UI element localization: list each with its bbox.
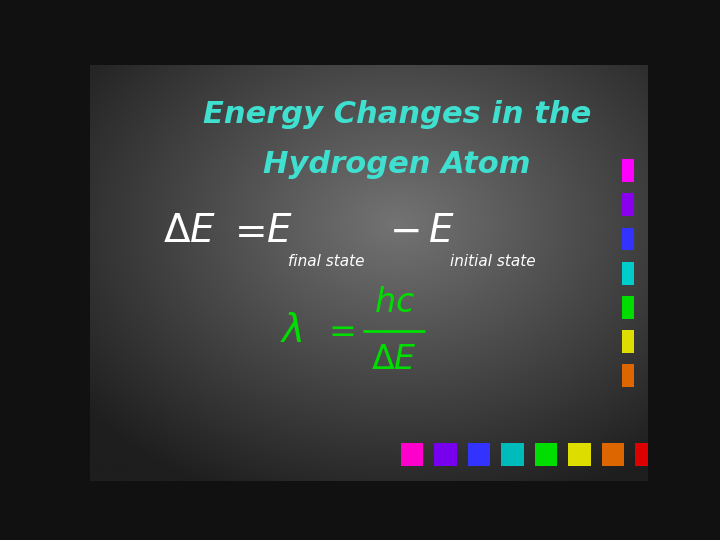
- Bar: [401, 443, 423, 466]
- Text: $\mathit{hc}$: $\mathit{hc}$: [374, 286, 415, 319]
- Bar: [622, 193, 634, 217]
- Bar: [635, 443, 657, 466]
- Text: $\mathit{\lambda}$: $\mathit{\lambda}$: [280, 312, 302, 350]
- Text: $\mathit{\Delta E}$: $\mathit{\Delta E}$: [372, 343, 417, 376]
- Text: $\mathit{\Delta E}$: $\mathit{\Delta E}$: [163, 212, 215, 250]
- Text: $=$: $=$: [227, 212, 265, 250]
- Bar: [622, 159, 634, 183]
- Text: $-$: $-$: [389, 212, 419, 250]
- Text: Energy Changes in the: Energy Changes in the: [203, 100, 591, 129]
- Text: $=$: $=$: [322, 314, 354, 347]
- Bar: [468, 443, 490, 466]
- Bar: [434, 443, 456, 466]
- Bar: [622, 296, 634, 319]
- Bar: [622, 227, 634, 251]
- Bar: [622, 262, 634, 285]
- Bar: [568, 443, 590, 466]
- Text: final state: final state: [288, 254, 364, 268]
- Bar: [622, 330, 634, 353]
- Bar: [535, 443, 557, 466]
- Text: $\mathit{E}$: $\mathit{E}$: [428, 212, 454, 250]
- Text: initial state: initial state: [450, 254, 536, 268]
- Bar: [501, 443, 523, 466]
- Text: $\mathit{E}$: $\mathit{E}$: [266, 212, 292, 250]
- Text: Hydrogen Atom: Hydrogen Atom: [263, 150, 531, 179]
- Bar: [602, 443, 624, 466]
- Bar: [622, 364, 634, 387]
